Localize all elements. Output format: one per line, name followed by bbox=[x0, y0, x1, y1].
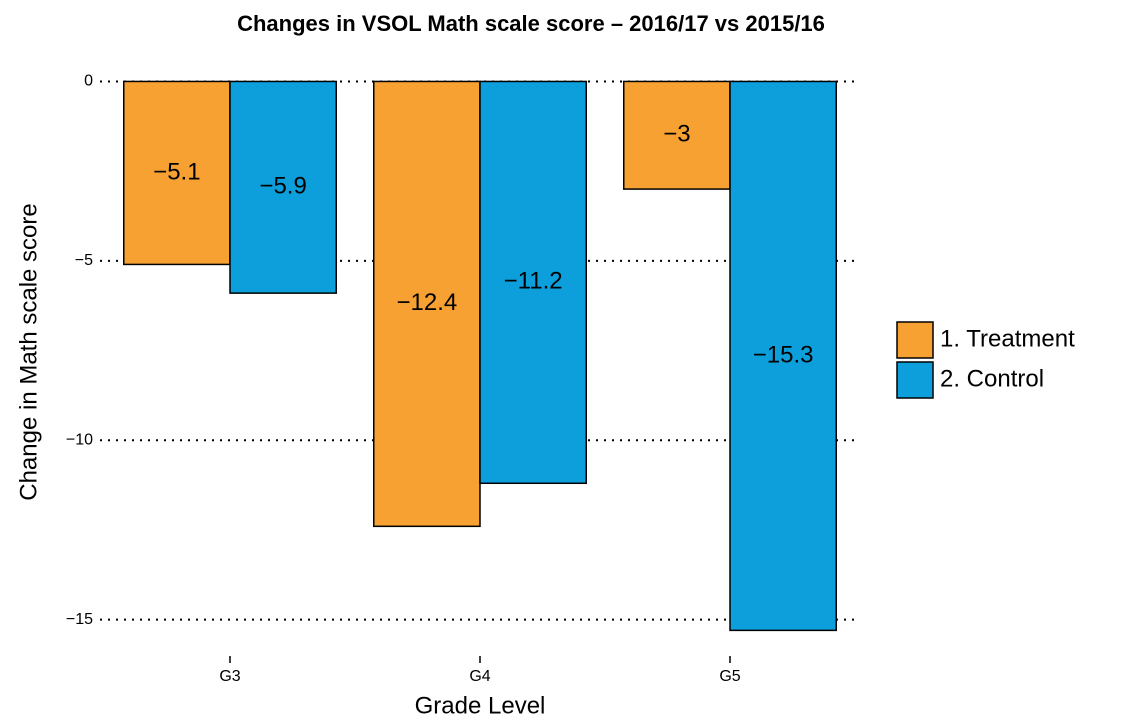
y-tick-label: −15 bbox=[66, 611, 93, 628]
y-tick-label: −10 bbox=[66, 431, 93, 448]
legend-label: 2. Control bbox=[940, 365, 1044, 392]
y-tick-label: −5 bbox=[75, 252, 93, 269]
bar bbox=[123, 80, 231, 266]
value-label: −11.2 bbox=[504, 268, 563, 295]
value-label: −3 bbox=[663, 121, 690, 148]
legend-key bbox=[896, 321, 934, 359]
x-axis-title: Grade Level bbox=[415, 692, 546, 719]
legend-key bbox=[896, 361, 934, 399]
value-label: −12.4 bbox=[397, 289, 458, 316]
x-tick-label: G3 bbox=[219, 668, 240, 685]
bar bbox=[373, 80, 481, 528]
bar bbox=[623, 80, 731, 190]
y-tick-label: 0 bbox=[84, 73, 93, 90]
legend-label: 1. Treatment bbox=[940, 325, 1075, 352]
x-tick-label: G4 bbox=[469, 668, 490, 685]
chart-title: Changes in VSOL Math scale score – 2016/… bbox=[237, 11, 825, 36]
bar bbox=[229, 80, 337, 294]
value-label: −15.3 bbox=[753, 341, 814, 368]
value-label: −5.1 bbox=[153, 158, 200, 185]
x-tick-label: G5 bbox=[719, 668, 740, 685]
y-axis-title: Change in Math scale score bbox=[15, 203, 42, 501]
value-label: −5.9 bbox=[259, 173, 306, 200]
bar bbox=[729, 80, 837, 632]
bar bbox=[479, 80, 587, 485]
